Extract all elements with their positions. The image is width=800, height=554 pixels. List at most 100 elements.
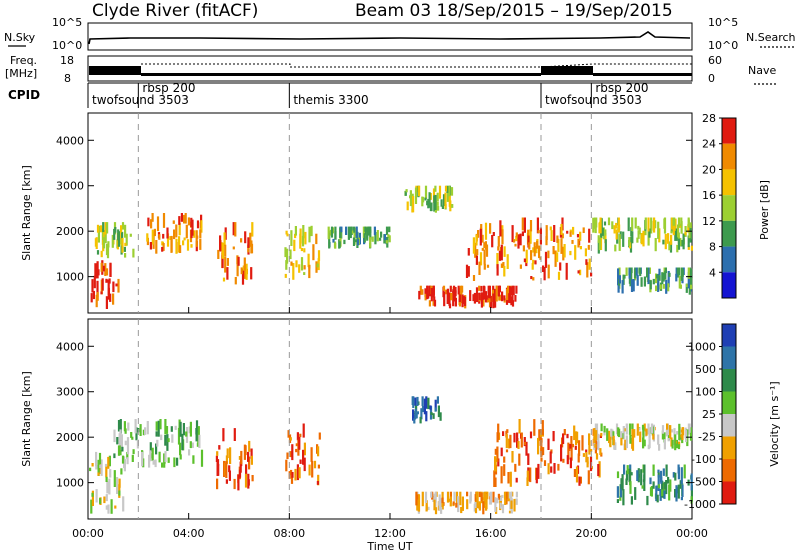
range-gate-cell	[449, 496, 452, 507]
range-gate-cell	[316, 263, 319, 268]
range-gate-cell	[112, 293, 115, 305]
range-gate-cell	[300, 248, 303, 252]
colorbar-swatch	[722, 143, 736, 170]
range-gate-cell	[102, 222, 105, 232]
range-gate-cell	[223, 460, 226, 477]
range-gate-cell	[467, 266, 470, 277]
range-gate-cell	[105, 268, 109, 276]
range-gate-cell	[657, 484, 660, 489]
range-gate-cell	[418, 290, 421, 300]
range-gate-cell	[563, 244, 566, 258]
range-gate-cell	[461, 285, 464, 293]
range-gate-cell	[479, 228, 482, 246]
range-gate-cell	[424, 491, 428, 503]
range-gate-cell	[506, 254, 509, 269]
range-gate-cell	[544, 251, 548, 268]
range-gate-cell	[494, 448, 497, 455]
range-gate-cell	[621, 280, 624, 294]
range-gate-cell	[112, 281, 115, 293]
range-gate-cell	[228, 465, 231, 473]
range-gate-cell	[438, 185, 442, 199]
range-gate-cell	[413, 418, 416, 424]
range-gate-cell	[119, 419, 122, 434]
colorbar-tick-label: 500	[695, 363, 716, 376]
range-gate-cell	[215, 455, 218, 462]
range-gate-cell	[667, 438, 670, 442]
range-gate-cell	[615, 229, 618, 240]
colorbar-swatch	[722, 220, 736, 247]
range-gate-cell	[120, 225, 123, 233]
range-gate-cell	[469, 290, 472, 301]
cpid-segment-label: themis 3300	[293, 93, 368, 107]
range-gate-cell	[424, 293, 427, 301]
range-gate-cell	[294, 468, 297, 481]
range-gate-cell	[649, 477, 652, 485]
nsky-tick-bottom: 10^0	[52, 39, 82, 52]
range-gate-cell	[677, 217, 681, 227]
freq-band-single-2	[593, 73, 692, 76]
range-gate-cell	[620, 431, 623, 438]
range-gate-cell	[670, 217, 674, 230]
range-gate-cell	[662, 482, 665, 499]
range-gate-cell	[247, 473, 250, 489]
range-gate-cell	[446, 491, 450, 503]
range-gate-cell	[662, 272, 665, 282]
range-gate-cell	[677, 464, 680, 474]
range-gate-cell	[577, 270, 580, 274]
range-gate-cell	[106, 481, 109, 494]
time-axis: 00:00 04:00 08:00 12:00 16:00 20:00 00:00	[72, 307, 708, 540]
range-gate-cell	[430, 491, 433, 498]
range-gate-cell	[543, 460, 547, 466]
range-gate-cell	[612, 435, 615, 446]
range-gate-cell	[117, 278, 120, 293]
range-gate-cell	[196, 442, 199, 447]
range-gate-cell	[149, 442, 152, 452]
range-gate-cell	[640, 277, 643, 287]
range-gate-cell	[574, 245, 577, 260]
range-gate-cell	[682, 233, 685, 250]
range-gate-cell	[560, 238, 563, 254]
range-gate-cell	[250, 455, 253, 465]
range-gate-cell	[232, 222, 235, 236]
velocity-ylabel: Slant Range [km]	[20, 371, 33, 467]
range-gate-cell	[650, 217, 653, 234]
range-gate-cell	[105, 296, 108, 309]
range-gate-cell	[284, 273, 287, 278]
range-gate-cell	[488, 285, 491, 299]
range-gate-cell	[518, 453, 521, 466]
range-gate-cell	[575, 466, 579, 483]
colorbar-tick-label: 20	[702, 163, 716, 176]
range-gate-cell	[481, 247, 484, 251]
range-gate-cell	[513, 432, 516, 443]
range-gate-cell	[191, 219, 194, 236]
range-gate-cell	[613, 225, 616, 234]
range-gate-cell	[310, 447, 313, 462]
range-gate-cell	[680, 467, 683, 485]
range-gate-cell	[666, 423, 669, 430]
range-gate-cell	[416, 504, 419, 511]
range-gate-cell	[501, 494, 504, 498]
range-gate-cell	[540, 441, 543, 458]
range-gate-cell	[478, 292, 481, 300]
range-gate-cell	[434, 507, 438, 515]
range-gate-cell	[117, 420, 121, 432]
power-ylabel: Slant Range [km]	[20, 165, 33, 261]
colorbar-swatch	[722, 391, 736, 414]
range-gate-cell	[240, 238, 243, 243]
range-gate-cell	[164, 419, 167, 435]
range-gate-cell	[233, 478, 236, 490]
range-gate-cell	[515, 285, 518, 294]
range-gate-cell	[644, 428, 647, 432]
range-gate-cell	[637, 230, 640, 239]
colorbar-tick-label: -1000	[684, 498, 716, 511]
range-gate-cell	[511, 285, 514, 303]
range-gate-cell	[478, 491, 481, 498]
range-gate-cell	[511, 225, 514, 243]
range-gate-cell	[313, 460, 317, 469]
range-gate-cell	[687, 235, 690, 248]
range-gate-cell	[539, 433, 543, 437]
range-gate-cell	[419, 416, 422, 424]
range-gate-cell	[532, 277, 535, 281]
range-gate-cell	[193, 230, 196, 238]
range-gate-cell	[514, 295, 517, 302]
